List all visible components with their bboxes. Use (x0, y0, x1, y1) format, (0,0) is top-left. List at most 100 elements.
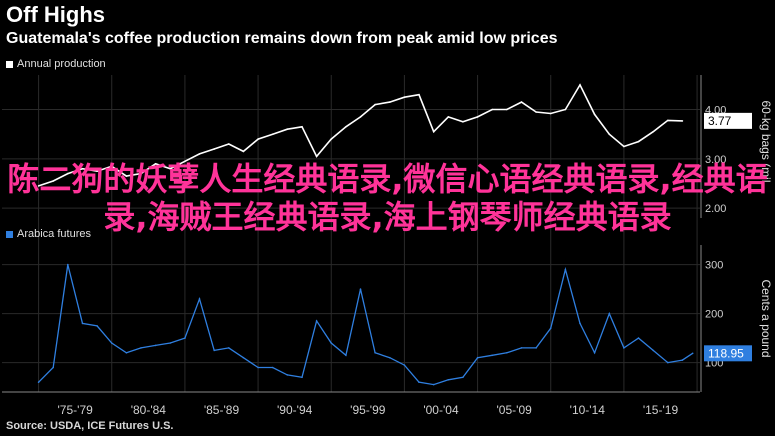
data-point (359, 288, 362, 290)
data-point (242, 150, 245, 153)
data-point (271, 366, 274, 369)
legend-production: Annual production (6, 58, 106, 70)
data-point (330, 138, 333, 140)
data-point (110, 342, 113, 344)
data-point (491, 354, 494, 357)
x-tick-label: '00-'04 (423, 403, 459, 417)
data-point (579, 322, 581, 325)
y-tick-label: 300 (705, 260, 723, 272)
data-point (623, 347, 625, 349)
data-point (198, 298, 201, 300)
x-tick-label: '85-'89 (204, 403, 240, 417)
data-point (374, 103, 376, 106)
current-value-box (704, 345, 752, 362)
data-point (462, 376, 464, 379)
chart-subtitle: Guatemala's coffee production remains do… (6, 30, 558, 47)
data-point (315, 320, 318, 322)
data-point (593, 113, 596, 116)
x-tick-label: '75-'79 (58, 403, 94, 417)
data-point (315, 155, 318, 158)
data-point (52, 180, 54, 182)
data-point (81, 322, 84, 325)
data-point (286, 128, 289, 130)
data-point (652, 130, 654, 133)
data-point (506, 352, 508, 354)
y-tick-label: 2.00 (705, 203, 726, 215)
x-tick-label: '05-'09 (497, 403, 533, 417)
price-line (38, 264, 694, 386)
data-point (520, 347, 523, 349)
data-point (549, 327, 552, 330)
data-point (691, 352, 694, 355)
data-point (67, 172, 69, 175)
data-point (330, 342, 333, 344)
data-point (549, 112, 552, 115)
data-point (140, 347, 142, 349)
data-point (228, 143, 230, 145)
data-point (213, 349, 215, 352)
source-note: Source: USDA, ICE Futures U.S. (6, 420, 174, 432)
data-point (301, 126, 303, 128)
data-point (52, 366, 54, 369)
legend-price: Arabica futures (6, 228, 91, 240)
data-point (271, 133, 274, 135)
data-point (681, 120, 684, 122)
data-point (637, 337, 640, 339)
data-point (432, 383, 435, 386)
data-point (447, 116, 450, 118)
data-point (374, 352, 376, 354)
data-point (667, 361, 669, 364)
y-axis-title: Cents a pound (759, 279, 773, 357)
data-point (476, 356, 479, 359)
data-point (345, 354, 347, 357)
data-point (37, 381, 40, 384)
x-tick-label: '90-'94 (277, 403, 313, 417)
data-point (637, 140, 640, 143)
y-axis-title: 60-kg bags (mil... (759, 100, 773, 192)
data-point (257, 138, 259, 140)
data-point (154, 163, 157, 165)
data-point (198, 153, 201, 155)
data-point (389, 356, 391, 359)
data-point (418, 381, 420, 384)
x-tick-label: '95-'99 (350, 403, 386, 417)
data-point (608, 312, 611, 315)
data-point (432, 130, 435, 133)
data-point (447, 379, 450, 381)
data-point (506, 108, 508, 111)
data-point (213, 148, 215, 150)
data-point (535, 111, 537, 113)
data-point (125, 175, 128, 177)
data-point (623, 145, 625, 148)
current-value-box (704, 112, 752, 129)
data-point (579, 84, 581, 86)
data-point (535, 347, 537, 349)
x-tick-label: '10-'14 (570, 403, 606, 417)
data-point (37, 185, 40, 187)
x-tick-label: '15-'19 (643, 403, 679, 417)
data-point (608, 133, 611, 135)
data-point (403, 96, 406, 98)
data-point (81, 167, 84, 170)
data-point (242, 356, 245, 359)
data-point (564, 108, 567, 111)
data-point (345, 126, 347, 128)
data-point (418, 93, 420, 96)
y-tick-label: 200 (705, 309, 723, 321)
data-point (184, 337, 186, 339)
data-point (125, 352, 128, 354)
legend-swatch-price (6, 230, 13, 238)
data-point (110, 165, 113, 167)
data-point (520, 101, 523, 103)
data-point (403, 364, 406, 366)
data-point (96, 325, 98, 327)
data-point (359, 116, 362, 118)
data-point (564, 268, 567, 271)
data-point (389, 101, 391, 103)
data-point (184, 160, 186, 163)
data-point (286, 374, 289, 376)
data-point (652, 349, 654, 352)
data-point (67, 263, 69, 266)
data-point (681, 359, 684, 361)
